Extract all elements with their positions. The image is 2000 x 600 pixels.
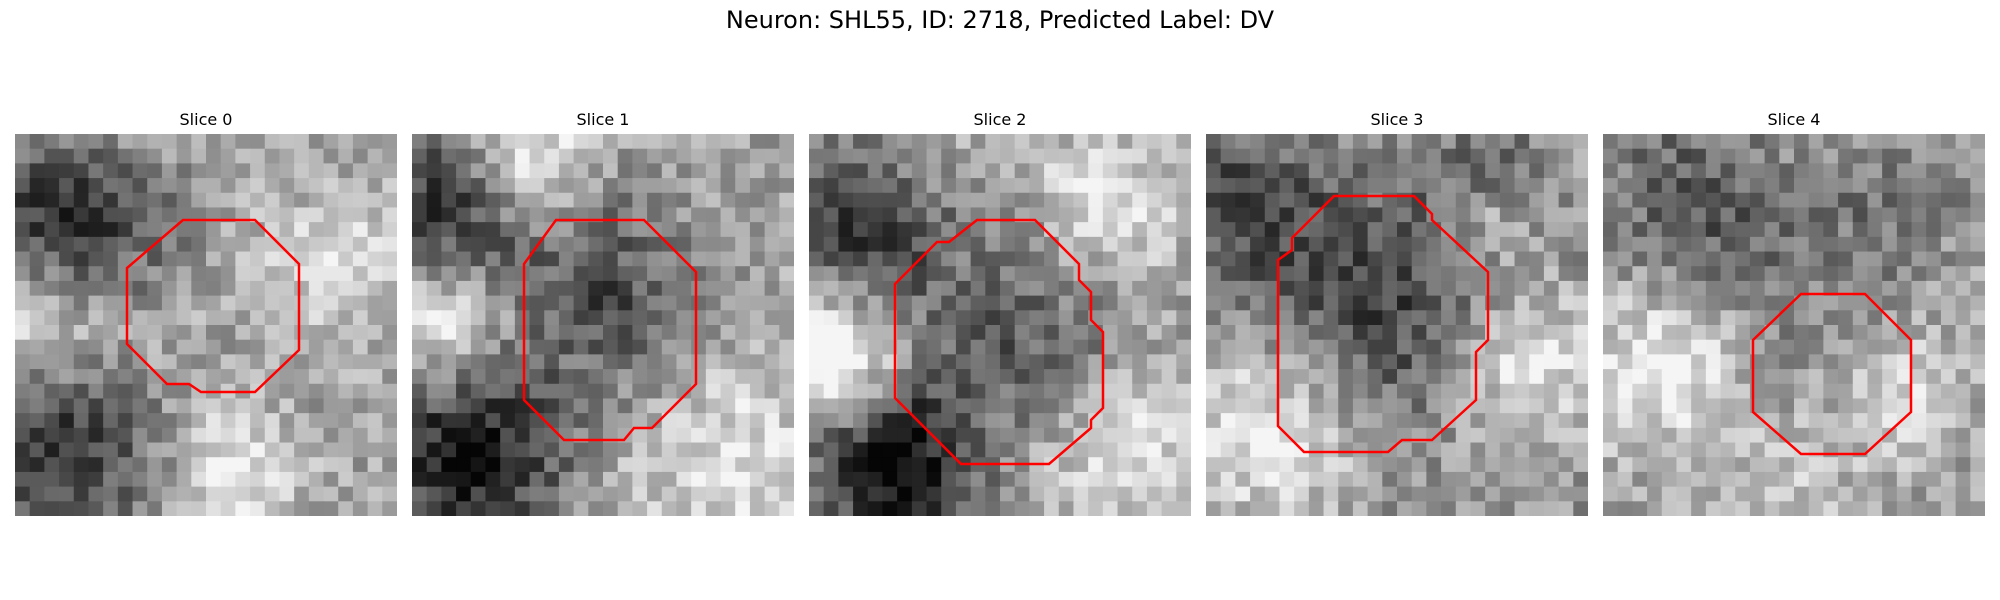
microscopy-slice-4 xyxy=(1603,134,1985,516)
roi-contour-0 xyxy=(125,218,301,394)
microscopy-slice-3 xyxy=(1206,134,1588,516)
slice-panel-4: Slice 4 xyxy=(1603,108,1985,516)
slice-image-1 xyxy=(412,134,794,516)
microscopy-slice-2 xyxy=(809,134,1191,516)
slice-panel-2: Slice 2 xyxy=(809,108,1191,516)
roi-contour-3 xyxy=(1276,194,1490,454)
slice-image-3 xyxy=(1206,134,1588,516)
microscopy-slice-1 xyxy=(412,134,794,516)
slice-title-1: Slice 1 xyxy=(576,110,630,129)
slice-title-4: Slice 4 xyxy=(1767,110,1821,129)
slice-panel-3: Slice 3 xyxy=(1206,108,1588,516)
slice-panel-0: Slice 0 xyxy=(15,108,397,516)
slice-image-2 xyxy=(809,134,1191,516)
slice-title-2: Slice 2 xyxy=(973,110,1027,129)
slice-image-0 xyxy=(15,134,397,516)
roi-contour-4 xyxy=(1751,292,1913,456)
slice-title-0: Slice 0 xyxy=(179,110,233,129)
slice-panel-1: Slice 1 xyxy=(412,108,794,516)
slice-image-4 xyxy=(1603,134,1985,516)
figure-title: Neuron: SHL55, ID: 2718, Predicted Label… xyxy=(725,6,1275,34)
slice-title-3: Slice 3 xyxy=(1370,110,1424,129)
roi-contour-2 xyxy=(893,218,1105,466)
roi-contour-1 xyxy=(522,218,698,442)
microscopy-slice-0 xyxy=(15,134,397,516)
